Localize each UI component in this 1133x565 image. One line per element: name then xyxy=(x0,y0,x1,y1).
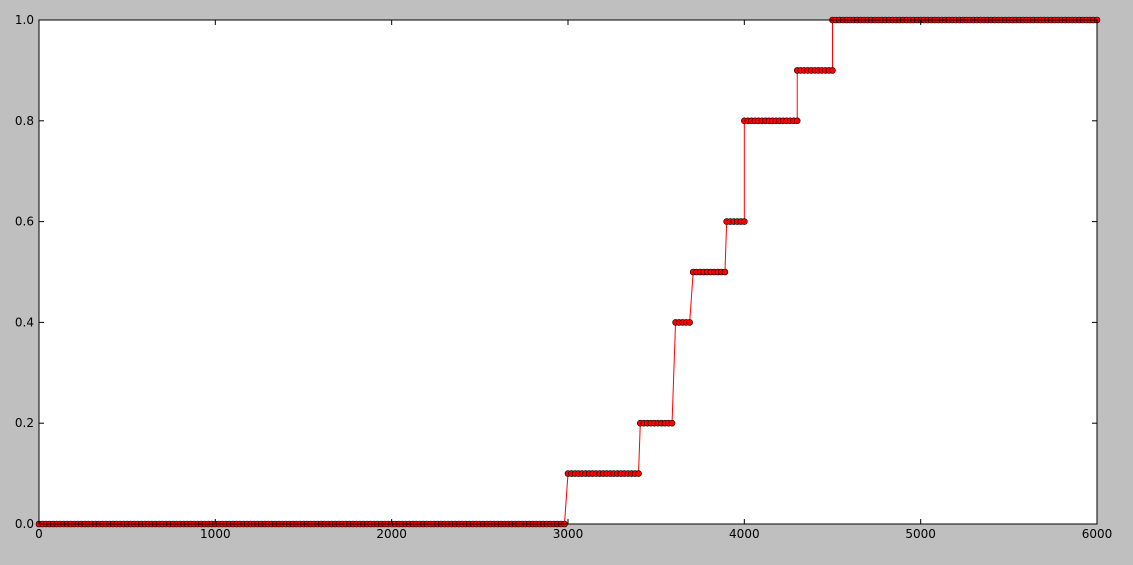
data-point xyxy=(793,117,801,125)
y-tick-label: 1.0 xyxy=(15,13,34,27)
plot-frame xyxy=(38,19,1098,525)
x-tick-label: 3000 xyxy=(553,527,584,541)
x-tick-label: 2000 xyxy=(376,527,407,541)
y-tick-label: 0.6 xyxy=(15,215,34,229)
data-point xyxy=(721,268,729,276)
y-tick-label: 0.8 xyxy=(15,114,34,128)
tick-layer: 0 1000 2000 3000 4000 5000 6000 0.0 0.2 0.4 0.6 0.8… xyxy=(15,13,1112,541)
x-tick-label: 6000 xyxy=(1082,527,1113,541)
data-point xyxy=(741,218,748,225)
y-tick-label: 0.2 xyxy=(15,416,34,430)
data-point xyxy=(668,419,676,427)
data-point xyxy=(829,67,836,74)
x-tick-label: 5000 xyxy=(905,527,936,541)
data-point xyxy=(686,319,693,326)
x-tick-label: 0 xyxy=(35,527,43,541)
x-tick-label: 4000 xyxy=(729,527,760,541)
y-tick-label: 0.4 xyxy=(15,315,34,329)
y-tick-label: 0.0 xyxy=(15,517,34,531)
x-tick-label: 1000 xyxy=(200,527,231,541)
data-point xyxy=(635,470,642,477)
plot-area xyxy=(39,20,1097,524)
